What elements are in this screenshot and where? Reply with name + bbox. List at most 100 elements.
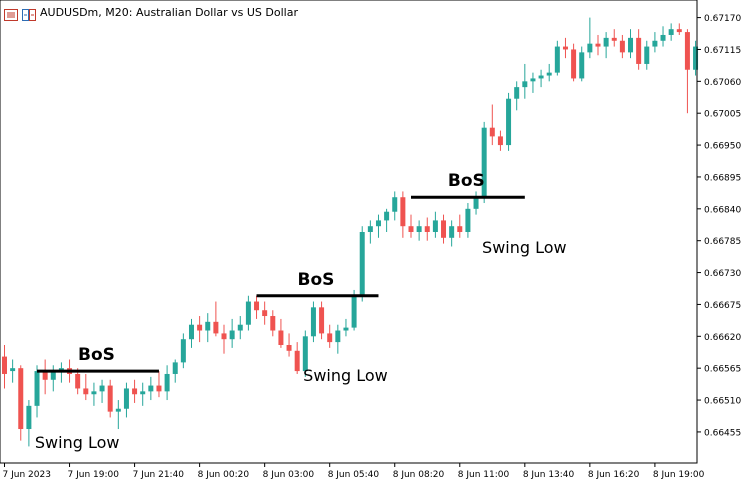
candle-bull [652, 40, 658, 47]
chart-menu-icon[interactable] [4, 6, 18, 21]
candle-bull [148, 385, 154, 392]
candle-bull [587, 43, 593, 53]
candle-bull [465, 208, 471, 232]
x-tick-label: 8 Jun 19:00 [653, 470, 705, 480]
y-tick-label: 0.66455 [704, 428, 741, 438]
y-tick-label: 0.66950 [704, 142, 741, 152]
candle-bear [270, 316, 276, 331]
y-tick-label: 0.66565 [704, 365, 741, 375]
candle-bear [294, 350, 300, 372]
candle-bull [546, 72, 552, 76]
y-tick-label: 0.66620 [704, 333, 741, 343]
candle-bear [408, 226, 414, 232]
candle-bear [611, 37, 617, 41]
candle-bear [2, 356, 7, 374]
candle-bull [514, 87, 520, 99]
candle-bull [554, 46, 560, 73]
candle-bull [188, 324, 194, 340]
bos-label: BoS [297, 269, 335, 290]
candle-bear [571, 49, 577, 79]
swing-low-label: Swing Low [482, 238, 567, 258]
candle-bear [319, 307, 325, 334]
candle-bear [156, 385, 162, 392]
candle-bear [457, 226, 463, 232]
candle-bear [197, 324, 203, 331]
candle-bull [205, 321, 211, 331]
candles-layer [2, 17, 699, 447]
candle-bull [375, 220, 381, 227]
y-axis-ticks: 0.67170 0.67115 0.67060 0.67005 0.66950 0.668… [697, 14, 741, 438]
candle-bull [237, 324, 243, 331]
y-tick-label: 0.67005 [704, 110, 741, 120]
y-tick-label: 0.66730 [704, 269, 741, 279]
candle-bear [262, 310, 268, 317]
candle-bear [221, 333, 227, 340]
candle-bear [562, 46, 568, 50]
candle-bull [367, 226, 373, 232]
y-tick-label: 0.66840 [704, 205, 741, 215]
swing-low-label: Swing Low [34, 432, 120, 452]
candle-bull [644, 46, 650, 64]
candle-bear [636, 37, 642, 64]
x-tick-label: 8 Jun 03:00 [263, 470, 315, 480]
candle-bull [172, 362, 178, 374]
candle-bear [684, 32, 690, 70]
candle-bull [310, 307, 316, 337]
candle-bear [327, 333, 333, 343]
axes-layer [0, 0, 698, 464]
x-axis-ticks: 7 Jun 2023 7 Jun 19:00 7 Jun 21:40 8 Jun 00… [3, 463, 705, 480]
chart-title: AUDUSDm, M20: Australian Dollar vs US Do… [40, 5, 298, 19]
candle-bull [26, 405, 32, 430]
x-tick-label: 8 Jun 13:40 [523, 470, 575, 480]
plot-border [0, 0, 698, 464]
candle-bull [50, 371, 56, 380]
candle-bull [432, 220, 438, 232]
candle-bear [676, 29, 682, 33]
x-tick-label: 8 Jun 00:20 [198, 470, 250, 480]
y-tick-label: 0.66895 [704, 173, 741, 183]
candle-bear [619, 40, 625, 53]
y-tick-label: 0.67170 [704, 14, 741, 24]
candle-bull [335, 330, 341, 343]
candle-bull [660, 34, 666, 41]
bos-label: BoS [447, 171, 485, 192]
candle-bull [302, 336, 308, 372]
candle-bull [522, 81, 528, 88]
candle-bull [229, 330, 235, 340]
symbol-flag-icon [22, 6, 36, 21]
candle-bear [400, 197, 406, 227]
candle-bull [538, 75, 544, 79]
candle-bull [34, 371, 40, 406]
candle-bear [489, 127, 495, 137]
candle-bull [506, 98, 512, 146]
candle-bull [603, 37, 609, 47]
candle-bear [441, 220, 447, 238]
x-tick-label: 8 Jun 08:20 [393, 470, 445, 480]
candle-bull [449, 226, 455, 238]
swing-low-label: Swing Low [303, 365, 388, 385]
candle-bull [10, 368, 16, 372]
candle-bull [693, 46, 699, 70]
candle-bear [286, 345, 292, 351]
candle-bear [278, 330, 284, 345]
x-tick-label: 8 Jun 11:00 [458, 470, 510, 480]
x-tick-label: 8 Jun 16:20 [588, 470, 640, 480]
candle-bull [351, 295, 357, 328]
chart-header: AUDUSDm, M20: Australian Dollar vs US Do… [4, 4, 298, 21]
candle-bear [42, 371, 48, 380]
candle-bull [115, 408, 121, 412]
candle-bull [343, 327, 349, 331]
x-tick-label: 7 Jun 21:40 [133, 470, 185, 480]
candle-bull [416, 226, 422, 232]
annotation-lines [37, 195, 525, 373]
candle-bear [132, 388, 138, 395]
candle-bull [530, 78, 536, 82]
x-tick-label: 7 Jun 2023 [3, 470, 51, 480]
candle-bull [668, 29, 674, 35]
x-tick-label: 8 Jun 05:40 [328, 470, 380, 480]
candle-bear [83, 388, 89, 395]
candle-bull [164, 373, 170, 392]
candle-bull [180, 339, 186, 363]
candle-bull [384, 211, 390, 221]
